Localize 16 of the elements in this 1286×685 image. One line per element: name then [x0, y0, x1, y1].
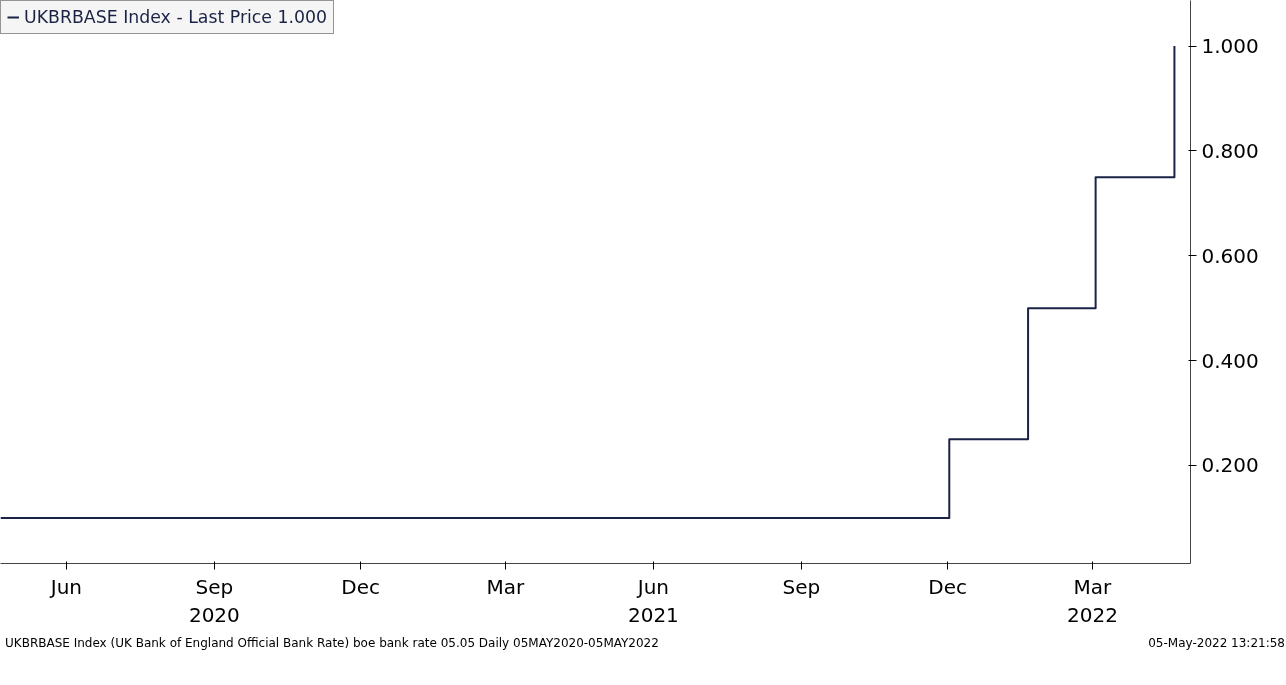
x-tick-label: Jun 2021	[627, 574, 679, 628]
y-tick-label: 0.400	[1201, 348, 1259, 373]
x-tick-label: Sep 2020	[188, 574, 240, 628]
x-tick-label: Dec	[928, 574, 968, 599]
x-tick-label: Mar 2022	[1066, 574, 1118, 628]
x-tick-label: Dec	[341, 574, 381, 599]
text: UKBRBASE Index (UK Bank of England Official Bank Rate) boe bank rate 05.05 Daily 05MAY2020-05MAY2022	[5, 635, 659, 652]
y-tick-label: 0.600	[1201, 243, 1259, 268]
legend-label: UKBRBASE Index - Last Price 1.000	[24, 7, 328, 27]
text: 05-May-2022 13:21:58	[1148, 635, 1285, 652]
x-tick-label: Mar	[486, 574, 526, 599]
x-tick-label: Jun	[48, 574, 83, 599]
y-tick-label: 0.800	[1201, 138, 1259, 163]
y-tick-label: 1.000	[1201, 34, 1259, 59]
x-tick-label: Sep	[782, 574, 821, 599]
y-tick-label: 0.200	[1201, 453, 1259, 478]
